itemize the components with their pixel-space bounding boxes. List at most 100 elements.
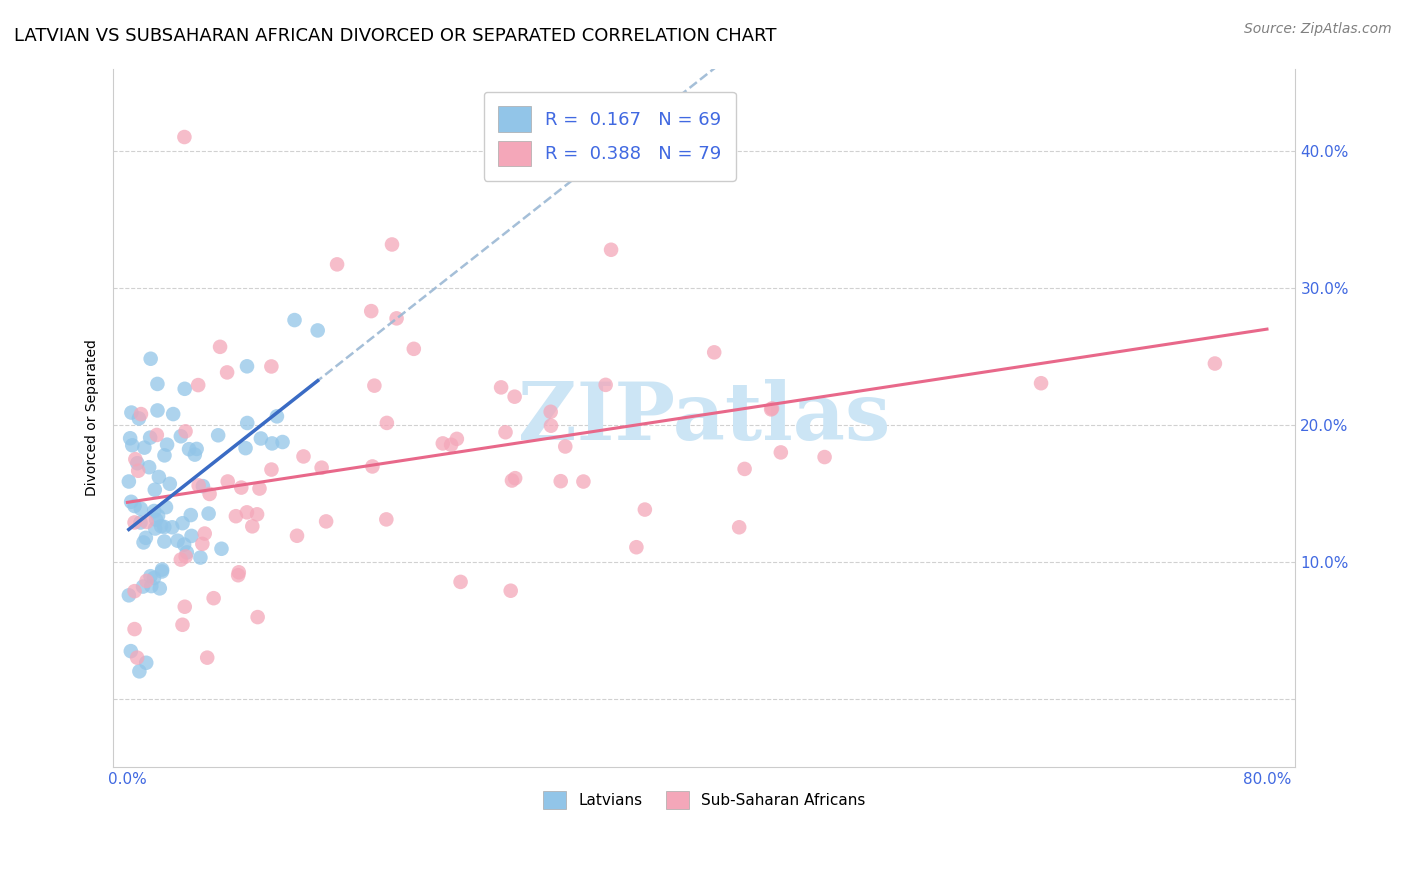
Point xyxy=(202,591,225,606)
Point xyxy=(124,622,146,636)
Point xyxy=(160,520,183,534)
Point xyxy=(499,583,522,598)
Point xyxy=(143,483,166,497)
Point xyxy=(127,650,149,665)
Point xyxy=(155,500,177,515)
Point xyxy=(769,445,792,459)
Point xyxy=(236,505,259,519)
Point xyxy=(177,442,200,457)
Point xyxy=(187,378,209,392)
Point xyxy=(503,471,526,485)
Point xyxy=(432,436,454,450)
Point xyxy=(207,428,229,442)
Point xyxy=(173,537,195,551)
Point xyxy=(246,610,269,624)
Point xyxy=(285,529,308,543)
Point xyxy=(170,429,193,443)
Point xyxy=(135,515,157,529)
Point xyxy=(186,442,208,456)
Point xyxy=(124,499,146,513)
Point xyxy=(283,313,305,327)
Point xyxy=(250,432,273,446)
Point xyxy=(198,487,221,501)
Point xyxy=(143,522,166,536)
Point xyxy=(550,474,572,488)
Point xyxy=(761,401,783,416)
Point xyxy=(180,508,202,522)
Point xyxy=(124,584,146,599)
Point xyxy=(307,323,329,337)
Point xyxy=(361,459,384,474)
Point xyxy=(554,440,576,454)
Point xyxy=(170,552,193,566)
Point xyxy=(381,237,404,252)
Point xyxy=(260,359,283,374)
Point xyxy=(132,535,155,549)
Point xyxy=(124,452,146,467)
Point xyxy=(195,650,218,665)
Point xyxy=(363,378,385,392)
Point xyxy=(194,526,217,541)
Point xyxy=(118,475,141,489)
Point xyxy=(120,431,142,445)
Point xyxy=(138,460,160,475)
Point xyxy=(135,574,157,588)
Point xyxy=(375,512,398,526)
Point xyxy=(191,479,214,493)
Point xyxy=(120,406,142,420)
Point xyxy=(558,144,581,158)
Point xyxy=(235,441,257,455)
Point xyxy=(402,342,425,356)
Point xyxy=(489,380,512,394)
Point xyxy=(146,428,169,442)
Point xyxy=(129,407,152,421)
Point xyxy=(173,599,195,614)
Point xyxy=(450,574,472,589)
Point xyxy=(176,545,198,559)
Point xyxy=(120,495,142,509)
Point xyxy=(143,504,166,518)
Text: Source: ZipAtlas.com: Source: ZipAtlas.com xyxy=(1244,22,1392,37)
Point xyxy=(246,508,269,522)
Point xyxy=(503,390,526,404)
Point xyxy=(145,513,167,527)
Point xyxy=(143,571,166,585)
Point xyxy=(135,531,157,545)
Point xyxy=(315,515,337,529)
Point xyxy=(153,449,176,463)
Point xyxy=(166,533,188,548)
Point xyxy=(501,474,523,488)
Point xyxy=(813,450,835,464)
Point xyxy=(197,507,219,521)
Point xyxy=(139,351,162,366)
Point xyxy=(1204,357,1226,371)
Point xyxy=(129,516,152,530)
Point xyxy=(360,304,382,318)
Point xyxy=(118,588,141,602)
Point xyxy=(129,501,152,516)
Point xyxy=(146,403,169,417)
Point xyxy=(759,402,782,417)
Point xyxy=(174,425,197,439)
Point xyxy=(139,431,162,445)
Point xyxy=(260,462,283,476)
Point xyxy=(292,450,315,464)
Point xyxy=(162,407,184,421)
Point xyxy=(172,617,194,632)
Point xyxy=(728,520,751,534)
Y-axis label: Divorced or Separated: Divorced or Separated xyxy=(86,340,100,496)
Point xyxy=(150,519,173,533)
Point xyxy=(734,462,756,476)
Point xyxy=(150,563,173,577)
Point xyxy=(271,435,294,450)
Point xyxy=(148,470,170,484)
Point xyxy=(228,566,250,580)
Point xyxy=(132,580,155,594)
Point xyxy=(190,550,212,565)
Point xyxy=(1029,376,1052,391)
Point xyxy=(262,436,284,450)
Point xyxy=(595,377,617,392)
Point xyxy=(146,376,169,391)
Point xyxy=(141,579,163,593)
Point xyxy=(249,482,271,496)
